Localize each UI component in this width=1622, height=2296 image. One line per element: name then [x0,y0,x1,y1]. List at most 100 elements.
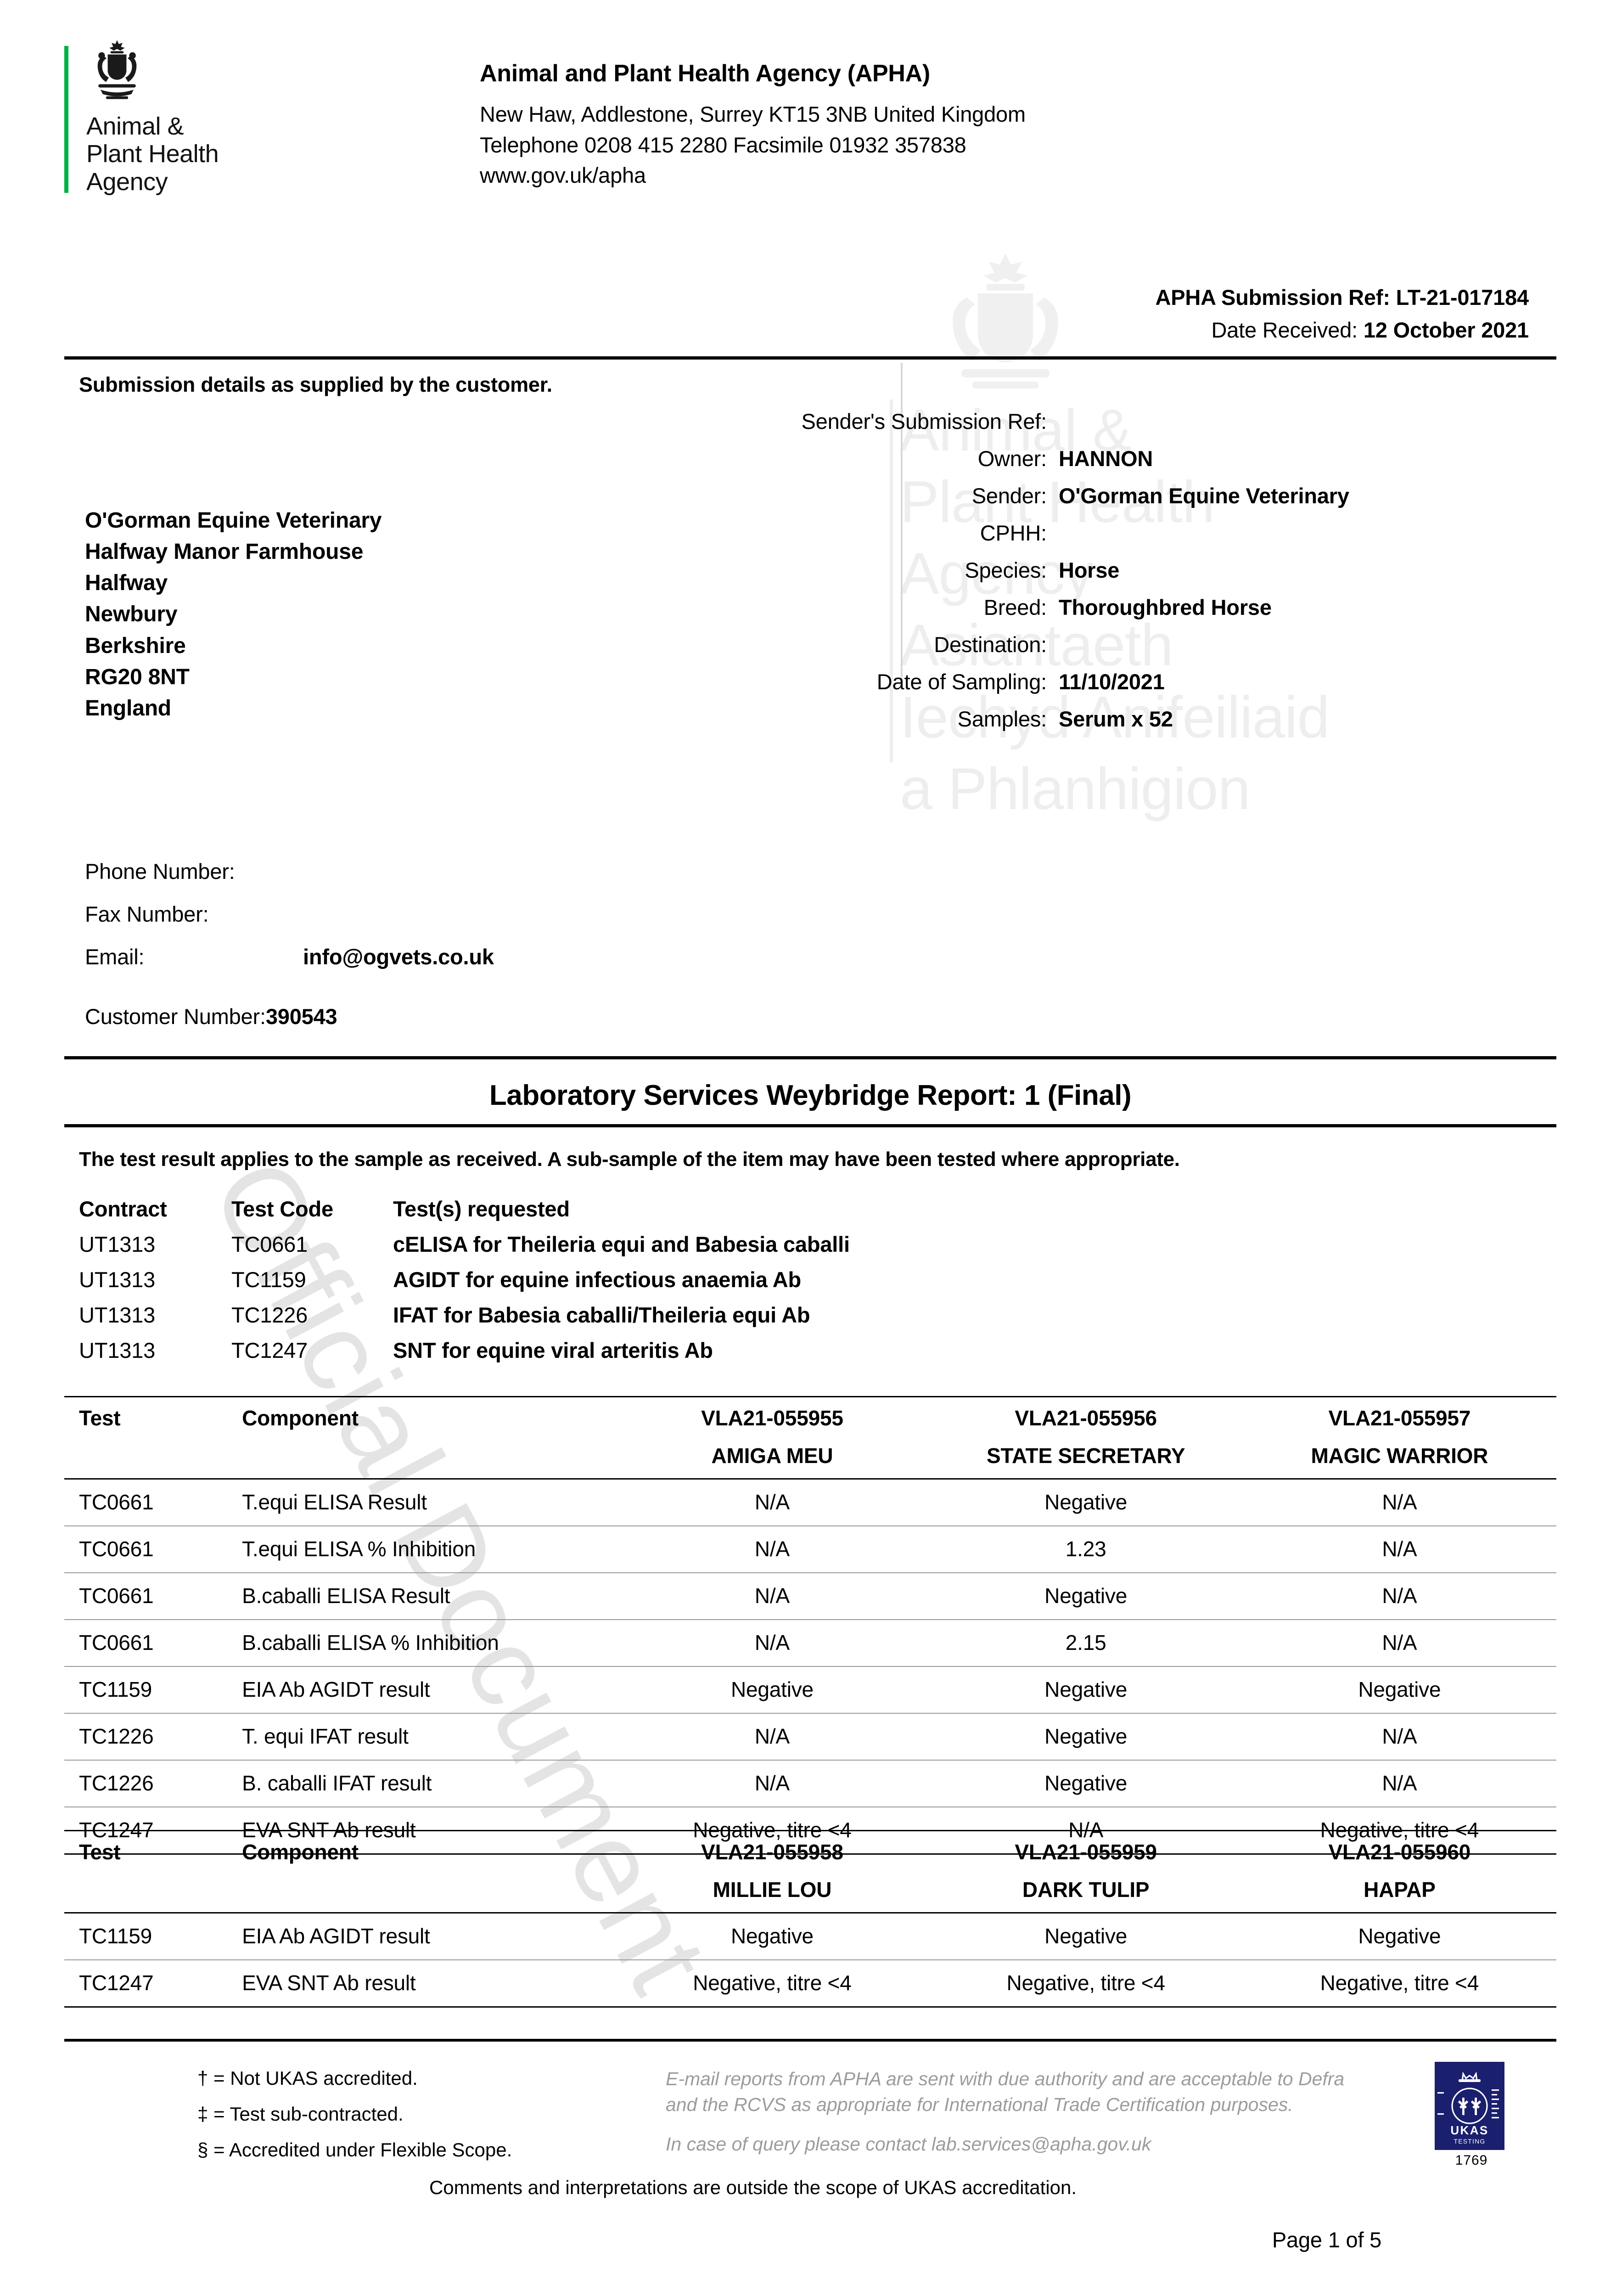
test-name-value: cELISA for Theileria equi and Babesia ca… [393,1232,850,1256]
cell-component: T.equi ELISA Result [227,1479,616,1526]
organisation-name: Animal and Plant Health Agency (APHA) [480,60,930,87]
cell-result: N/A [1242,1713,1556,1761]
cell-result: N/A [615,1760,929,1807]
cell-component: B. caballi IFAT result [227,1760,616,1807]
cell-result: N/A [615,1573,929,1620]
test-code-value: TC1247 [231,1338,308,1362]
header-tests-requested: Test(s) requested [393,1197,570,1221]
logo-green-bar [64,46,68,193]
date-received-row: Date Received: 12 October 2021 [551,317,1529,343]
cell-result: N/A [615,1713,929,1761]
svg-text:TESTING: TESTING [1454,2138,1485,2145]
requested-test-row: UT1313 TC1159 AGIDT for equine infectiou… [79,1267,1553,1292]
test-name-value: SNT for equine viral arteritis Ab [393,1338,713,1362]
col-header-sample-3: VLA21-055957 MAGIC WARRIOR [1242,1396,1556,1480]
cell-component: EIA Ab AGIDT result [227,1913,616,1960]
logo-line-1: Animal & [86,113,184,140]
report-title: Laboratory Services Weybridge Report: 1 … [489,1080,1132,1111]
detail-label: Samples: [957,707,1047,731]
submission-ref-label: APHA Submission Ref: [1155,285,1390,310]
detail-row-sender: Sender: O'Gorman Equine Veterinary [574,483,1561,508]
cell-test: TC0661 [64,1620,228,1667]
contact-row-email: Email: info@ogvets.co.uk [85,944,494,969]
cell-result: N/A [615,1479,929,1526]
customer-number-value: 390543 [265,1004,337,1029]
header-test-code: Test Code [231,1197,333,1221]
col-header-sample-2: VLA21-055956 STATE SECRETARY [929,1396,1243,1480]
requested-test-row: UT1313 TC1247 SNT for equine viral arter… [79,1338,1553,1363]
detail-value: Horse [1059,558,1120,582]
detail-label: Breed: [983,595,1047,619]
contact-label: Phone Number: [85,859,235,884]
svg-text:UKAS: UKAS [1450,2123,1488,2137]
cell-result: N/A [1242,1573,1556,1620]
detail-label: Destination: [934,632,1047,657]
sample-name: STATE SECRETARY [986,1444,1185,1468]
detail-label: Sender's Submission Ref: [801,409,1047,433]
contact-email-value: info@ogvets.co.uk [303,945,494,969]
test-name-value: IFAT for Babesia caballi/Theileria equi … [393,1303,810,1327]
contact-label: Email: [85,945,145,969]
col-header-test: Test [64,1830,228,1913]
submission-details-fields: Sender's Submission Ref: Owner: HANNON S… [574,409,1561,743]
header-contract: Contract [79,1197,167,1221]
cell-component: B.caballi ELISA Result [227,1573,616,1620]
cell-component: T.equi ELISA % Inhibition [227,1526,616,1573]
ukas-badge-icon: UKAS TESTING [1435,2062,1504,2150]
sample-name: MAGIC WARRIOR [1311,1444,1488,1468]
date-received-value: 12 October 2021 [1363,318,1529,342]
watermark-line-6: a Phlanhigion [900,756,1251,822]
sample-name: MILLIE LOU [713,1878,832,1902]
cell-component: B.caballi ELISA % Inhibition [227,1620,616,1667]
vertical-divider [901,363,903,684]
sample-id: VLA21-055959 [1015,1840,1157,1864]
detail-label: Species: [965,558,1047,582]
table-row: TC0661 T.equi ELISA Result N/A Negative … [64,1479,1556,1526]
cell-result: Negative [929,1760,1243,1807]
footer-comments-note: Comments and interpretations are outside… [429,2177,1077,2198]
footer-gray-paragraph-2: In case of query please contact lab.serv… [666,2133,1151,2155]
ukas-accreditation-logo: UKAS TESTING 1769 [1435,2062,1508,2168]
address-line: England [85,696,171,720]
cell-component: EIA Ab AGIDT result [227,1666,616,1714]
results-table-1: Test Component VLA21-055955 AMIGA MEU VL… [64,1396,1556,1855]
cell-test: TC0661 [64,1526,228,1573]
results-table-1-header-row: Test Component VLA21-055955 AMIGA MEU VL… [64,1396,1556,1480]
address-line: Newbury [85,602,178,627]
sample-id: VLA21-055956 [1015,1406,1157,1430]
report-top-rule [64,1056,1556,1059]
table-row: TC1159 EIA Ab AGIDT result Negative Nega… [64,1666,1556,1714]
results-table-2-header-row: Test Component VLA21-055958 MILLIE LOU V… [64,1830,1556,1913]
logo-text: Animal & Plant Health Agency [86,113,219,196]
col-header-sample-5: VLA21-055959 DARK TULIP [929,1830,1243,1913]
sample-id: VLA21-055960 [1328,1840,1471,1864]
detail-value: Serum x 52 [1059,707,1173,731]
requested-tests-list: Contract Test Code Test(s) requested UT1… [79,1196,1553,1373]
footer-note: † = Not UKAS accredited. [197,2067,418,2089]
detail-label: Sender: [971,484,1047,508]
cell-test: TC1226 [64,1760,228,1807]
table-row: TC0661 B.caballi ELISA % Inhibition N/A … [64,1620,1556,1667]
contract-value: UT1313 [79,1267,156,1292]
contract-value: UT1313 [79,1338,156,1362]
cell-test: TC1159 [64,1913,228,1960]
test-code-value: TC1159 [231,1267,306,1292]
requested-tests-header: Contract Test Code Test(s) requested [79,1196,1553,1221]
footer-notes: † = Not UKAS accredited. ‡ = Test sub-co… [197,2069,670,2176]
sample-id: VLA21-055958 [701,1840,843,1864]
requested-test-row: UT1313 TC0661 cELISA for Theileria equi … [79,1232,1553,1257]
organisation-header: Animal and Plant Health Agency (APHA) Ne… [480,60,1536,191]
customer-number-label: Customer Number: [85,1004,266,1029]
contact-row-fax: Fax Number: [85,901,494,927]
address-line: O'Gorman Equine Veterinary [85,508,382,533]
detail-row-species: Species: Horse [574,557,1561,583]
detail-value: 11/10/2021 [1059,670,1165,694]
header-divider-rule [64,356,1556,360]
date-received-label: Date Received: [1211,318,1358,342]
footer-note: ‡ = Test sub-contracted. [197,2103,404,2125]
sample-id: VLA21-055957 [1328,1406,1471,1430]
test-code-value: TC0661 [231,1232,308,1256]
cell-result: Negative [929,1666,1243,1714]
sample-name: AMIGA MEU [711,1444,833,1468]
